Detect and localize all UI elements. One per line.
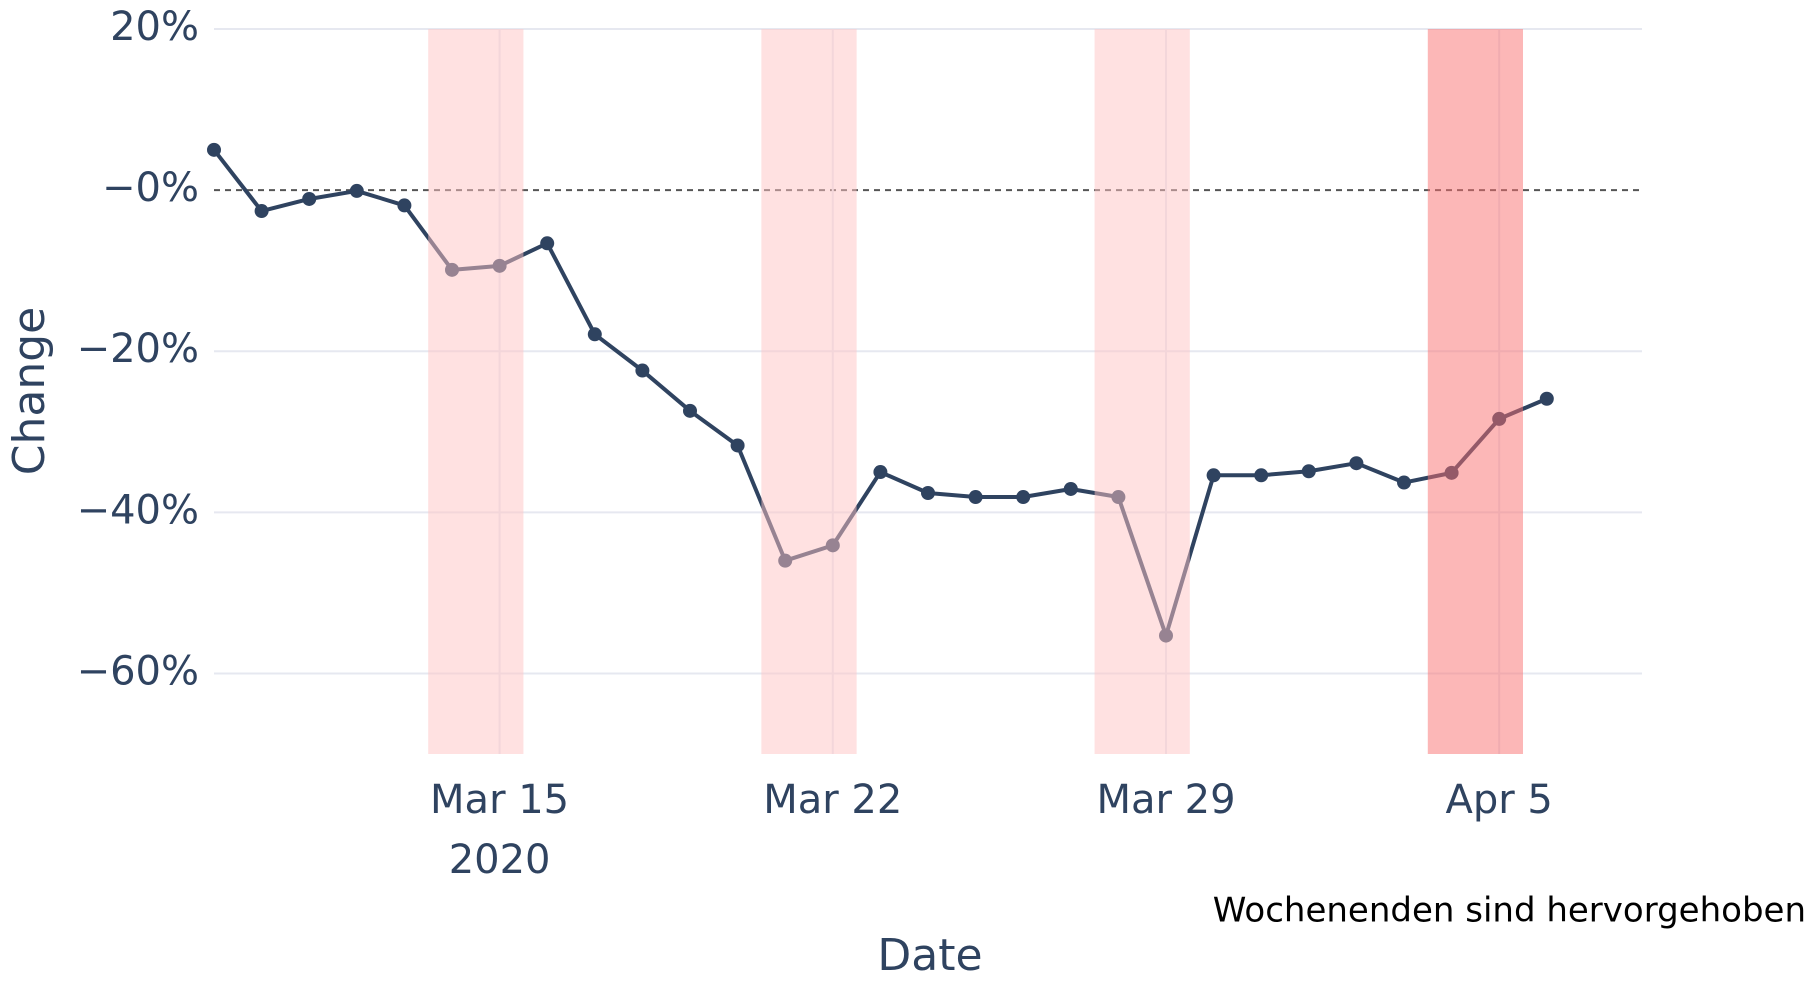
point [254, 204, 269, 219]
y-tick-label: 20% [110, 4, 199, 50]
point [1254, 468, 1269, 483]
y-tick-label: −40% [77, 487, 199, 533]
point [1349, 456, 1364, 471]
point [968, 490, 983, 505]
x-tick-label: Mar 15 [430, 777, 569, 823]
point [397, 198, 412, 213]
point [587, 327, 602, 342]
point [349, 183, 364, 198]
y-axis-title: Change [4, 307, 55, 475]
weekend-band [1094, 29, 1190, 754]
point [921, 486, 935, 500]
point [302, 191, 317, 206]
point [1016, 490, 1031, 505]
point [540, 236, 555, 251]
point [1063, 481, 1078, 496]
weekend-band [1427, 29, 1523, 754]
y-tick-label: −60% [77, 648, 199, 694]
point [1206, 468, 1221, 483]
x-tick-label: Mar 29 [1096, 777, 1235, 823]
point [1301, 464, 1316, 479]
point [207, 142, 221, 157]
x-axis-title: Date [877, 930, 982, 981]
y-tick-label: −20% [77, 326, 199, 372]
point [635, 363, 650, 378]
point [1539, 391, 1554, 406]
point [730, 438, 745, 453]
x-tick-sublabel: 2020 [449, 837, 551, 883]
x-tick-label: Apr 5 [1446, 777, 1553, 823]
y-tick-label: −0% [102, 165, 199, 211]
point [1397, 475, 1411, 490]
point [873, 465, 888, 480]
weekend-band [761, 29, 857, 754]
point [683, 403, 697, 418]
weekend-band [428, 29, 524, 754]
line [212, 148, 1548, 638]
x-tick-label: Mar 22 [763, 777, 902, 823]
annotation: Wochenenden sind hervorgehoben [1213, 891, 1806, 931]
